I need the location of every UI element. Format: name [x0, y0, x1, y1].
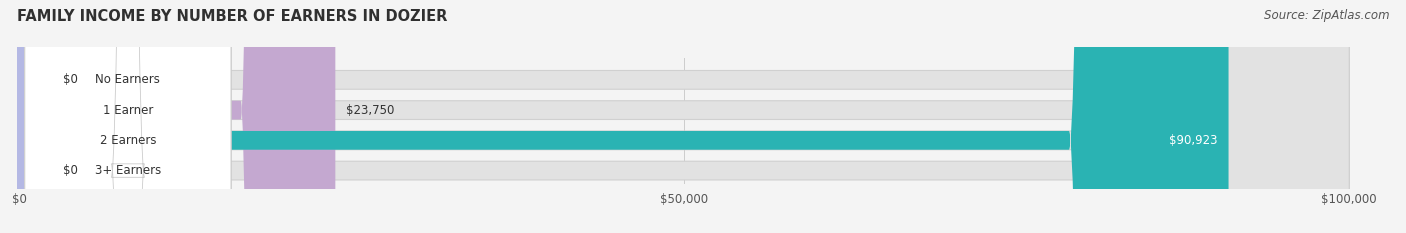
FancyBboxPatch shape	[20, 0, 336, 233]
Text: $23,750: $23,750	[346, 104, 394, 116]
Text: 2 Earners: 2 Earners	[100, 134, 156, 147]
Text: $0: $0	[63, 73, 79, 86]
Text: FAMILY INCOME BY NUMBER OF EARNERS IN DOZIER: FAMILY INCOME BY NUMBER OF EARNERS IN DO…	[17, 9, 447, 24]
FancyBboxPatch shape	[25, 0, 231, 233]
Text: Source: ZipAtlas.com: Source: ZipAtlas.com	[1264, 9, 1389, 22]
FancyBboxPatch shape	[20, 0, 1350, 233]
FancyBboxPatch shape	[25, 0, 231, 233]
Text: $90,923: $90,923	[1170, 134, 1218, 147]
FancyBboxPatch shape	[20, 0, 1350, 233]
FancyBboxPatch shape	[0, 0, 86, 233]
FancyBboxPatch shape	[20, 0, 1229, 233]
FancyBboxPatch shape	[20, 0, 1350, 233]
Text: No Earners: No Earners	[96, 73, 160, 86]
Text: $0: $0	[63, 164, 79, 177]
FancyBboxPatch shape	[0, 0, 86, 233]
FancyBboxPatch shape	[25, 0, 231, 233]
FancyBboxPatch shape	[25, 0, 231, 233]
Text: 3+ Earners: 3+ Earners	[94, 164, 162, 177]
FancyBboxPatch shape	[20, 0, 1350, 233]
Text: 1 Earner: 1 Earner	[103, 104, 153, 116]
